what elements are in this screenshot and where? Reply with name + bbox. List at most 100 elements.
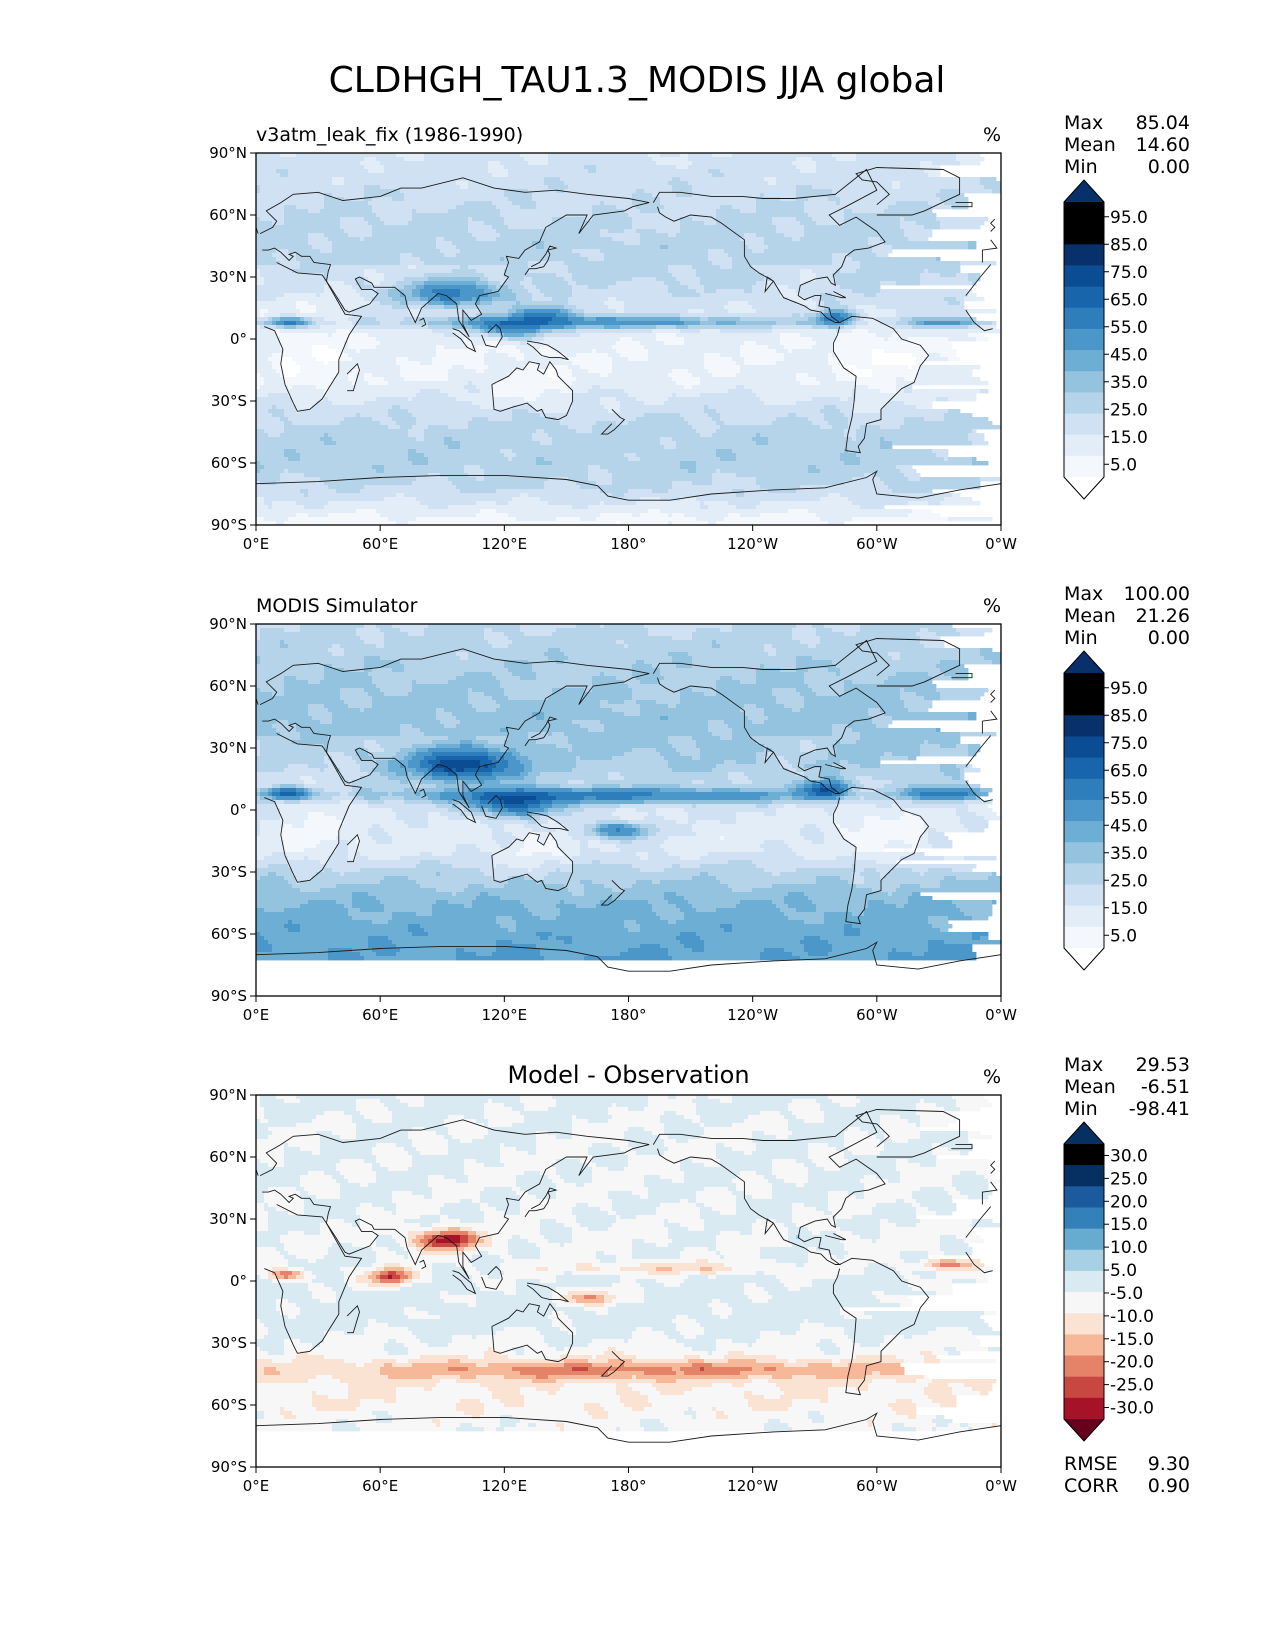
heatmap-cell [820, 828, 841, 833]
heatmap-cell [772, 329, 837, 334]
heatmap-cell [308, 900, 337, 905]
heatmap-cell [888, 676, 933, 681]
heatmap-cell [456, 848, 481, 853]
heatmap-cell [508, 808, 529, 813]
heatmap-cell [756, 760, 781, 765]
heatmap-cell [896, 1167, 989, 1172]
heatmap-cell [540, 1219, 557, 1224]
heatmap-cell [544, 840, 557, 845]
heatmap-cell [788, 844, 857, 849]
heatmap-cell [716, 1343, 749, 1348]
heatmap-cell [704, 285, 753, 290]
heatmap-cell [496, 764, 509, 769]
heatmap-cell [256, 1199, 265, 1204]
heatmap-cell [800, 1287, 913, 1292]
heatmap-cell [856, 429, 973, 434]
heatmap-cell [536, 776, 609, 781]
heatmap-cell [832, 369, 849, 374]
heatmap-cell [828, 1251, 849, 1256]
heatmap-cell [348, 1283, 369, 1288]
heatmap-cell [848, 397, 857, 402]
heatmap-cell [256, 201, 325, 206]
heatmap-cell [572, 868, 641, 873]
heatmap-cell [392, 916, 497, 921]
heatmap-cell [520, 816, 533, 821]
heatmap-cell [680, 752, 701, 757]
heatmap-cell [628, 457, 641, 462]
heatmap-cell [804, 920, 825, 925]
heatmap-cell [668, 489, 733, 494]
heatmap-cell [268, 1211, 289, 1216]
heatmap-cell [688, 309, 705, 314]
heatmap-cell [672, 293, 701, 298]
heatmap-cell [708, 257, 733, 262]
heatmap-cell [480, 892, 489, 897]
heatmap-cell [656, 808, 685, 813]
heatmap-cell [736, 816, 865, 821]
heatmap-cell [516, 1283, 613, 1288]
heatmap-cell [752, 1227, 789, 1232]
heatmap-cell [644, 1299, 713, 1304]
heatmap-cell [372, 1163, 381, 1168]
heatmap-cell [260, 632, 357, 637]
heatmap-cell [320, 888, 437, 893]
heatmap-cell [308, 493, 397, 498]
heatmap-cell [280, 1271, 293, 1276]
heatmap-cell [260, 313, 265, 318]
heatmap-cell [300, 1271, 305, 1276]
heatmap-cell [824, 920, 929, 925]
heatmap-cell [672, 437, 753, 442]
heatmap-cell [324, 1219, 345, 1224]
heatmap-cell [800, 281, 805, 286]
heatmap-cell [540, 952, 621, 957]
heatmap-cell [616, 317, 681, 322]
heatmap-cell [668, 285, 689, 290]
heatmap-cell [572, 1127, 629, 1132]
heatmap-cell [492, 696, 509, 701]
heatmap-cell [616, 521, 621, 526]
heatmap-cell [668, 736, 693, 741]
heatmap-cell [512, 409, 529, 414]
heatmap-cell [344, 780, 349, 785]
heatmap-cell [536, 784, 561, 789]
heatmap-cell [924, 269, 929, 274]
heatmap-cell [272, 944, 369, 949]
heatmap-cell [840, 397, 849, 402]
heatmap-cell [436, 784, 465, 789]
heatmap-cell [540, 1231, 573, 1236]
heatmap-cell [984, 1311, 997, 1316]
heatmap-cell [588, 1343, 685, 1348]
heatmap-cell [484, 1135, 537, 1140]
heatmap-cell [256, 501, 265, 506]
heatmap-cell [632, 668, 661, 673]
heatmap-cell [492, 1099, 521, 1104]
heatmap-cell [652, 1131, 665, 1136]
heatmap-cell [256, 421, 285, 426]
heatmap-cell [508, 225, 549, 230]
heatmap-cell [500, 285, 509, 290]
heatmap-cell [392, 417, 417, 422]
panel-title-center: Model - Observation [507, 1061, 749, 1089]
heatmap-cell [272, 852, 285, 857]
heatmap-cell [300, 776, 313, 781]
heatmap-cell [324, 748, 329, 753]
heatmap-cell [532, 297, 553, 302]
heatmap-cell [576, 1215, 617, 1220]
heatmap-cell [676, 1323, 701, 1328]
heatmap-cell [452, 365, 465, 370]
heatmap-cell [500, 233, 601, 238]
colorbar-bin [1064, 455, 1104, 478]
heatmap-cell [300, 309, 317, 314]
heatmap-cell [696, 804, 757, 809]
heatmap-cell [884, 337, 889, 342]
heatmap-cell [412, 788, 417, 793]
heatmap-cell [848, 421, 905, 426]
heatmap-cell [328, 1247, 373, 1252]
heatmap-cell [628, 393, 673, 398]
heatmap-cell [296, 405, 313, 410]
heatmap-cell [376, 213, 413, 218]
heatmap-cell [700, 1207, 713, 1212]
heatmap-cell [472, 325, 481, 330]
heatmap-cell [796, 321, 817, 326]
heatmap-cell [520, 349, 537, 354]
